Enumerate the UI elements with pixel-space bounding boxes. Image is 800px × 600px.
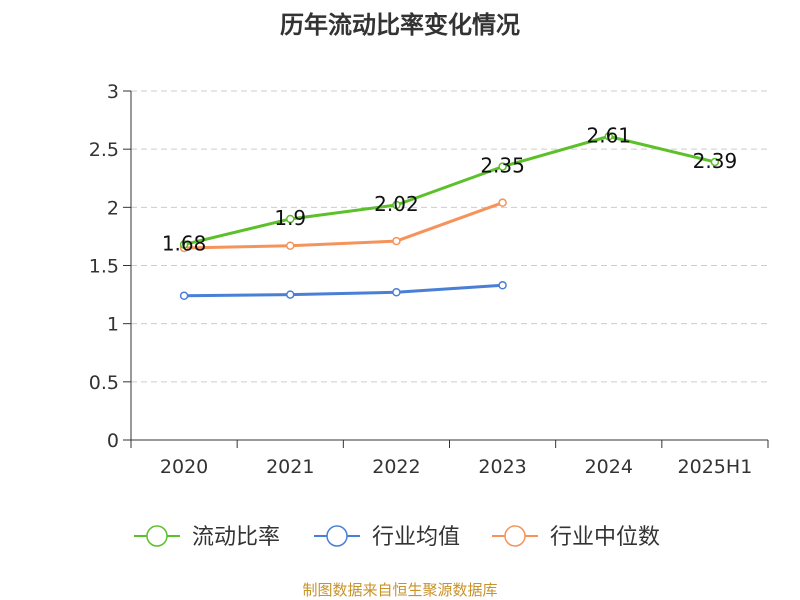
legend-marker xyxy=(326,525,348,547)
series-point-0 xyxy=(179,240,189,249)
series-point-1 xyxy=(286,290,295,299)
legend-item-2[interactable]: 行业中位数 xyxy=(492,525,660,550)
series-point-0 xyxy=(498,162,507,171)
data-labels: 1.68 1.9 2.02 2.35 2.61 2.39 xyxy=(162,123,737,255)
x-tick-label: 2020 xyxy=(160,456,208,478)
legend-label: 流动比率 xyxy=(192,525,280,550)
x-tick-label: 2022 xyxy=(372,456,420,478)
series-point-0 xyxy=(286,214,295,224)
series-point-0 xyxy=(710,157,720,167)
data-label: 1.68 xyxy=(162,232,207,256)
legend-item-1[interactable]: 行业均值 xyxy=(314,525,460,550)
series-point-1 xyxy=(498,281,507,290)
data-label: 2.39 xyxy=(693,149,738,173)
series-line-2 xyxy=(184,201,504,250)
series-line-0 xyxy=(183,134,716,247)
chart-title: 历年流动比率变化情况 xyxy=(280,11,520,39)
series-lines xyxy=(179,132,720,300)
series-point-2 xyxy=(286,241,295,250)
legend[interactable]: 流动比率 行业均值 行业中位数 xyxy=(134,525,660,550)
legend-label: 行业均值 xyxy=(372,525,460,550)
axes: 0 0.5 1 1.5 2 2.5 3 2020 2021 2022 2023 2024 2025H1 xyxy=(89,81,769,478)
x-tick-label: 2024 xyxy=(585,456,633,478)
source-note: 制图数据来自恒生聚源数据库 xyxy=(302,581,497,599)
data-label: 2.35 xyxy=(480,154,525,178)
y-tick-label: 2 xyxy=(107,197,119,219)
y-tick-label: 1.5 xyxy=(89,256,119,278)
series-line-1 xyxy=(184,283,503,298)
series-point-0 xyxy=(392,200,401,210)
x-tick-label: 2025H1 xyxy=(678,456,753,478)
series-point-2 xyxy=(392,236,401,246)
series-point-0 xyxy=(604,132,613,141)
y-tick-label: 2.5 xyxy=(89,139,119,161)
y-tick-label: 0.5 xyxy=(89,372,119,394)
y-tick-label: 3 xyxy=(107,81,119,103)
x-tick-label: 2023 xyxy=(478,456,526,478)
legend-marker xyxy=(146,525,168,547)
data-label: 1.9 xyxy=(274,206,306,230)
legend-marker xyxy=(504,525,526,547)
legend-label: 行业中位数 xyxy=(550,525,660,550)
x-tick-label: 2021 xyxy=(266,456,314,478)
series-point-2 xyxy=(498,198,507,207)
y-tick-label: 0 xyxy=(107,430,119,452)
y-tick-label: 1 xyxy=(107,314,119,336)
series-point-1 xyxy=(392,288,401,297)
data-label: 2.61 xyxy=(586,123,631,147)
series-point-1 xyxy=(179,291,189,300)
data-label: 2.02 xyxy=(374,192,419,216)
legend-item-0[interactable]: 流动比率 xyxy=(134,525,280,550)
grid-lines xyxy=(131,90,768,383)
